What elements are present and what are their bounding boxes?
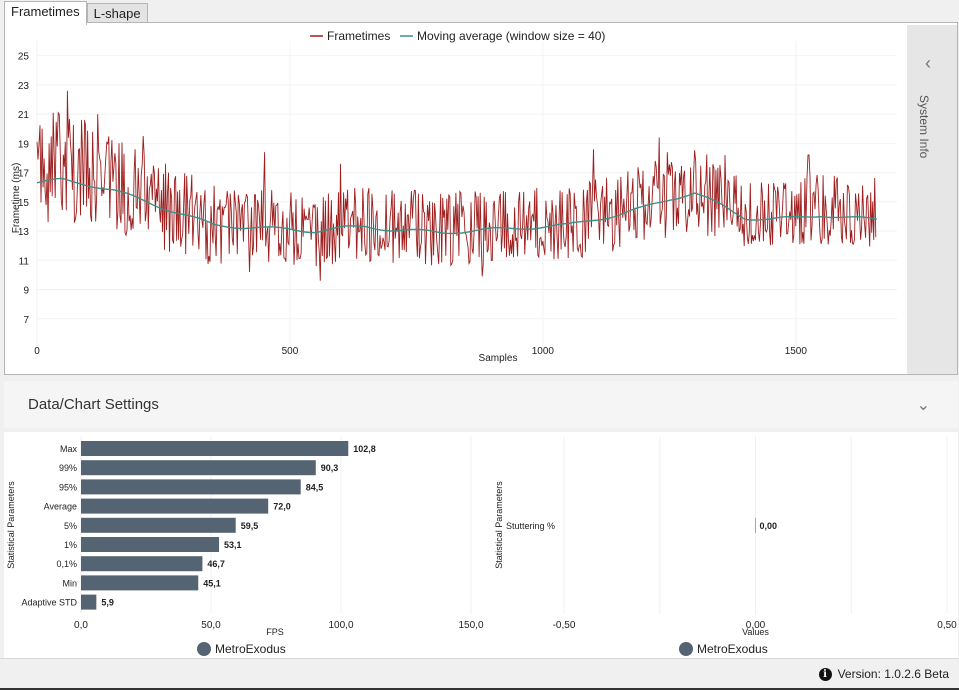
fps-legend-swatch xyxy=(197,642,211,656)
y-tick-label: 17 xyxy=(18,169,30,180)
system-info-label: System Info xyxy=(917,95,931,159)
fps-x-tick-label: 100,0 xyxy=(328,620,353,631)
fps-bar xyxy=(81,517,236,533)
y-tick-label: 15 xyxy=(18,198,30,209)
fps-category-label: 1% xyxy=(64,540,77,550)
fps-value-label: 46,7 xyxy=(207,559,225,569)
stuttering-legend-label: MetroExodus xyxy=(697,642,768,656)
fps-bar xyxy=(81,537,220,552)
fps-category-label: 0,1% xyxy=(56,559,77,569)
frametime-chart: 7 9 11 13 15 17 19 21 23 25 0 500 1000 1500 Samples Fra… xyxy=(11,29,897,364)
y-tick-label: 23 xyxy=(18,81,30,92)
fps-bar xyxy=(81,479,301,495)
tab-frametimes[interactable]: Frametimes xyxy=(4,1,87,25)
stuttering-legend-swatch xyxy=(679,642,693,656)
statistics-area: 0,0 50,0 100,0 150,0 Max 102,8 99% 90,3 95% 84,5 A… xyxy=(4,432,958,658)
fps-value-label: 53,1 xyxy=(224,540,242,550)
legend-frametimes-label: Frametimes xyxy=(327,29,390,43)
fps-value-label: 59,5 xyxy=(241,521,259,531)
y-tick-label: 19 xyxy=(18,139,30,150)
tab-bar: Frametimes L-shape xyxy=(4,1,148,25)
frametime-chart-panel: 7 9 11 13 15 17 19 21 23 25 0 500 1000 1500 Samples Fra… xyxy=(4,22,958,375)
y-axis-title: Frametime (ms) xyxy=(11,163,22,234)
x-tick-label: 500 xyxy=(282,346,299,357)
version-text: Version: 1.0.2.6 Beta xyxy=(837,667,949,681)
info-icon: i xyxy=(818,667,832,681)
y-tick-label: 9 xyxy=(23,286,29,297)
fps-category-label: Max xyxy=(60,444,78,454)
status-bar: i Version: 1.0.2.6 Beta xyxy=(0,658,959,690)
tab-l-shape[interactable]: L-shape xyxy=(86,3,148,25)
fps-bar xyxy=(81,498,269,514)
fps-bar xyxy=(81,556,203,572)
y-tick-label: 11 xyxy=(19,256,30,267)
fps-y-axis-title: Statistical Parameters xyxy=(6,481,16,569)
chevron-down-icon[interactable]: ⌄ xyxy=(916,397,930,414)
stuttering-category-label: Stuttering % xyxy=(506,521,555,531)
fps-value-label: 72,0 xyxy=(273,502,291,512)
fps-x-tick-label: 0,0 xyxy=(74,620,88,631)
y-tick-label: 7 xyxy=(23,315,29,326)
fps-x-tick-label: 150,0 xyxy=(458,620,483,631)
y-tick-label: 21 xyxy=(18,110,30,121)
window-bottom-border xyxy=(0,688,959,690)
moving-average-series-line xyxy=(36,177,877,235)
fps-legend-label: MetroExodus xyxy=(215,642,286,656)
x-axis-title: Samples xyxy=(479,353,518,364)
stuttering-x-tick-label: -0,50 xyxy=(553,620,576,631)
fps-value-label: 84,5 xyxy=(306,482,324,492)
fps-value-label: 45,1 xyxy=(203,578,221,588)
settings-title: Data/Chart Settings xyxy=(28,396,159,413)
fps-category-label: Min xyxy=(62,578,77,588)
x-tick-label: 1000 xyxy=(532,346,555,357)
fps-value-label: 90,3 xyxy=(321,463,339,473)
x-tick-label: 0 xyxy=(34,346,40,357)
data-chart-settings-header[interactable]: Data/Chart Settings ⌄ xyxy=(4,381,958,428)
fps-category-label: Average xyxy=(44,502,77,512)
fps-category-label: 99% xyxy=(59,463,77,473)
stuttering-x-tick-label: 0,00 xyxy=(746,620,766,631)
stuttering-value-label: 0,00 xyxy=(760,521,778,531)
chevron-left-icon[interactable]: ‹ xyxy=(925,53,931,73)
stuttering-x-axis-title: Values xyxy=(742,627,769,637)
fps-bar xyxy=(81,441,349,456)
fps-bar xyxy=(81,575,199,591)
legend-average-label: Moving average (window size = 40) xyxy=(417,29,605,43)
y-tick-label: 13 xyxy=(18,227,30,238)
y-tick-label: 25 xyxy=(18,52,30,63)
system-info-panel[interactable]: ‹ System Info xyxy=(907,25,957,374)
fps-category-label: 95% xyxy=(59,482,77,492)
fps-bar xyxy=(81,594,97,610)
frametimes-series-line xyxy=(36,90,877,281)
x-tick-label: 1500 xyxy=(785,346,808,357)
stuttering-bar xyxy=(755,518,756,533)
fps-value-label: 102,8 xyxy=(353,444,376,454)
fps-bar xyxy=(81,460,316,476)
fps-category-label: Adaptive STD xyxy=(21,598,77,608)
fps-category-label: 5% xyxy=(64,521,77,531)
stuttering-x-tick-label: 0,50 xyxy=(937,620,957,631)
fps-x-axis-title: FPS xyxy=(266,627,284,637)
fps-bar-chart: 0,0 50,0 100,0 150,0 Max 102,8 99% 90,3 95% 84,5 A… xyxy=(6,436,484,656)
fps-value-label: 5,9 xyxy=(101,598,114,608)
fps-x-tick-label: 50,0 xyxy=(201,620,221,631)
stuttering-y-axis-title: Statistical Parameters xyxy=(494,481,504,569)
